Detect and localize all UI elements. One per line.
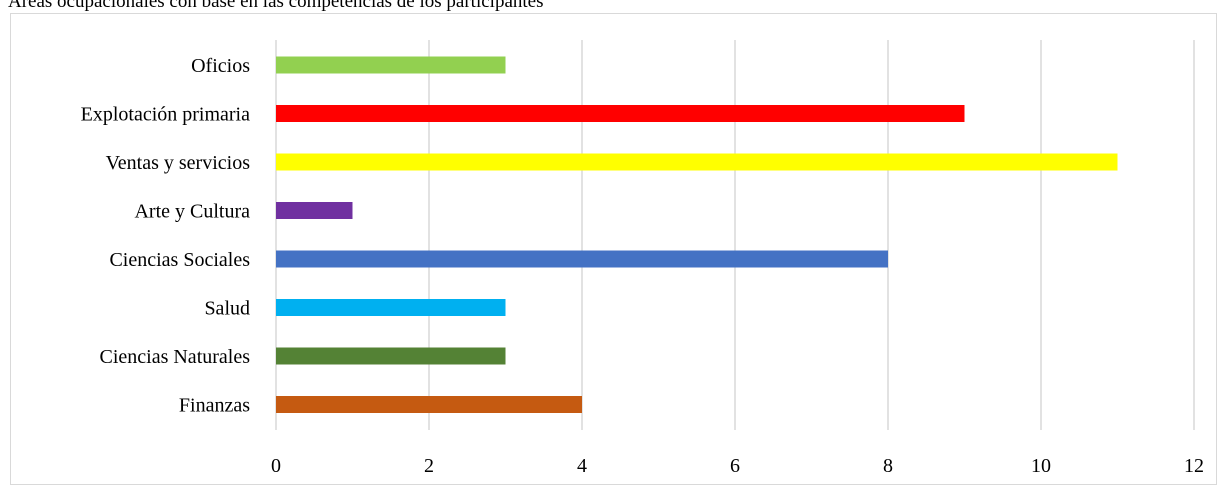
category-labels: Oficios Explotación primaria Ventas y serv… xyxy=(81,55,251,417)
bar xyxy=(276,299,506,316)
bar xyxy=(276,56,506,74)
bars xyxy=(276,56,1118,413)
bar xyxy=(276,153,1118,171)
x-tick-label: 2 xyxy=(424,455,434,477)
category-label: Ciencias Sociales xyxy=(109,249,250,271)
category-label: Ciencias Naturales xyxy=(100,346,251,368)
category-label: Salud xyxy=(204,298,250,320)
x-axis-tick-labels: 0 2 4 6 8 10 12 xyxy=(271,455,1204,477)
chart-title: Áreas ocupacionales con base en las comp… xyxy=(8,0,544,12)
category-label: Explotación primaria xyxy=(81,104,251,126)
category-label: Arte y Cultura xyxy=(134,201,250,223)
bar xyxy=(276,396,582,413)
x-tick-label: 12 xyxy=(1184,455,1204,477)
bar xyxy=(276,105,965,122)
bar xyxy=(276,250,888,268)
x-tick-label: 10 xyxy=(1031,455,1051,477)
x-tick-label: 8 xyxy=(883,455,893,477)
x-tick-label: 4 xyxy=(577,455,587,477)
category-label: Ventas y servicios xyxy=(106,152,251,174)
bar xyxy=(276,202,353,219)
chart-frame xyxy=(10,13,1217,485)
x-tick-label: 0 xyxy=(271,455,281,477)
x-tick-label: 6 xyxy=(730,455,740,477)
bar xyxy=(276,347,506,365)
category-label: Finanzas xyxy=(179,395,250,417)
category-label: Oficios xyxy=(191,55,250,77)
gridlines xyxy=(275,40,1195,430)
